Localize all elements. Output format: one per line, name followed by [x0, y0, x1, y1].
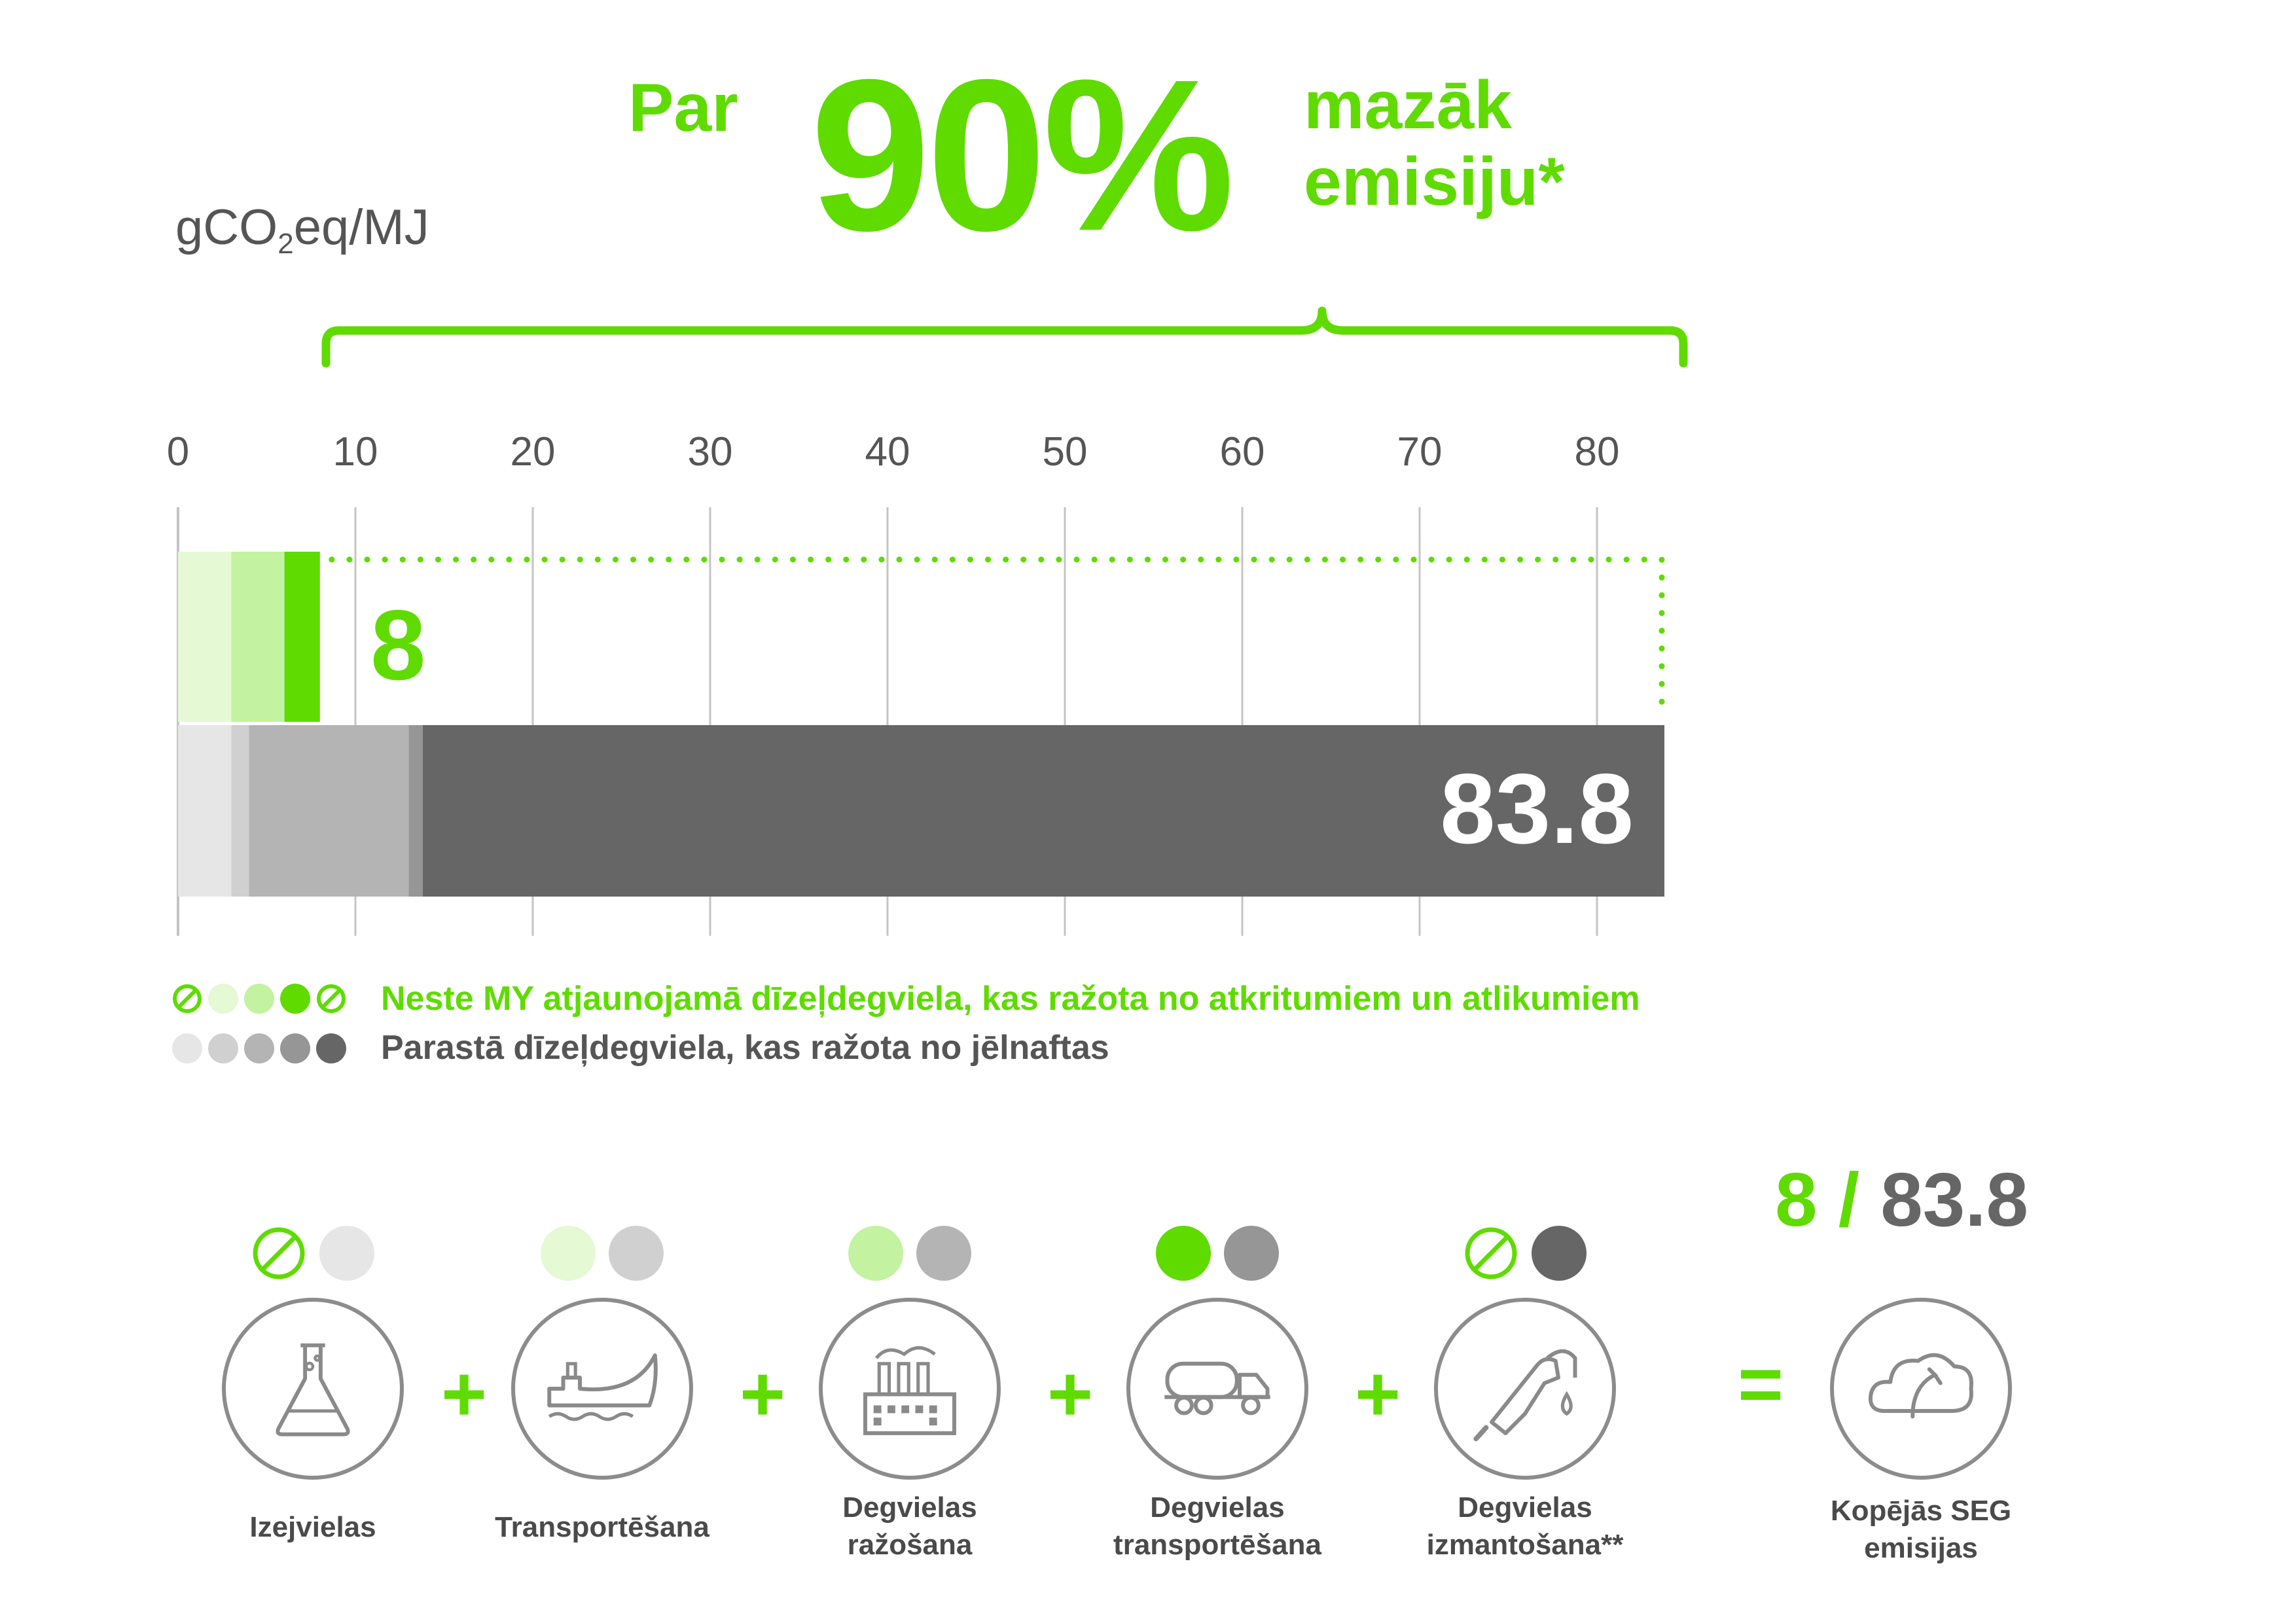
ratio-green: 8 [1775, 1157, 1818, 1242]
bar-segment [231, 552, 285, 722]
green-total-label: 8 [370, 590, 426, 701]
not-applicable-icon [253, 1227, 305, 1279]
process-icons [222, 1226, 2012, 1480]
flask-icon [222, 1298, 404, 1480]
bar-segment [284, 552, 320, 722]
comparison-dotted-guide [329, 556, 1665, 722]
x-tick-label: 20 [510, 429, 556, 474]
x-tick-label: 40 [865, 429, 910, 474]
stage-gray-dot [319, 1226, 374, 1281]
stage-gray-dot [916, 1226, 971, 1281]
plus-operator: + [1047, 1350, 1094, 1438]
reduction-brace [321, 306, 1688, 368]
headline-suffix-2: emisiju* [1304, 144, 1565, 220]
plus-operator: + [739, 1350, 786, 1438]
stage-label: Izejvielas [249, 1511, 376, 1543]
legend-dot [316, 1033, 346, 1063]
bar-segment [408, 725, 423, 897]
ship-icon [511, 1298, 693, 1480]
x-tick-label: 50 [1042, 429, 1088, 474]
x-tick-label: 80 [1574, 429, 1620, 474]
x-tick-label: 0 [166, 429, 190, 474]
gray-total-label: 83.8 [1440, 753, 1634, 865]
not-applicable-icon [1465, 1227, 1517, 1279]
not-applicable-icon [173, 984, 202, 1013]
x-tick-label: 60 [1219, 429, 1265, 474]
headline-suffix-1: mazāk [1304, 67, 1512, 143]
result-ratio: 8 / 83.8 [1775, 1162, 2028, 1238]
cloud-icon [1830, 1298, 2012, 1480]
unit-main: gCO [175, 200, 278, 255]
bar-segment [231, 725, 249, 897]
x-tick-label: 10 [332, 429, 378, 474]
legend-dots [172, 984, 346, 1063]
emissions-bar-chart [177, 507, 1665, 936]
unit-sub: 2 [278, 228, 294, 260]
equals-operator: = [1737, 1340, 1784, 1428]
process-row [222, 1226, 2012, 1480]
stage-gray-dot [1532, 1226, 1587, 1281]
not-applicable-icon [317, 984, 346, 1013]
plus-operator: + [440, 1350, 488, 1438]
bar-segment [178, 725, 232, 897]
stage-green-dot [1156, 1226, 1211, 1281]
legend-dot [208, 984, 238, 1014]
legend-dot [280, 1033, 310, 1063]
legend-dot [172, 1033, 202, 1063]
ratio-separator: / [1838, 1157, 1859, 1242]
stage-gray-dot [1224, 1226, 1279, 1281]
stage-label: Degvielas transportēšana [1113, 1491, 1321, 1561]
plus-operator: + [1354, 1350, 1401, 1438]
stacked-bars [178, 552, 1664, 897]
stage-green-dot [541, 1226, 596, 1281]
fuel-nozzle-icon [1434, 1298, 1616, 1480]
stage-label: Transportēšana [495, 1511, 709, 1543]
bar-segment [178, 552, 232, 722]
tanker-truck-icon [1126, 1298, 1308, 1480]
headline-prefix: Par [628, 70, 738, 146]
stage-label: Degvielas ražošana [842, 1491, 977, 1561]
x-tick-label: 70 [1397, 429, 1443, 474]
legend-gray-label: Parastā dīzeļdegviela, kas ražota no jēl… [381, 1029, 1109, 1067]
unit-rest: eq/MJ [293, 200, 429, 255]
legend-dot [208, 1033, 238, 1063]
headline-percent: 90% [810, 34, 1234, 276]
unit-label: gCO2eq/MJ [175, 203, 429, 259]
x-tick-label: 30 [687, 429, 733, 474]
legend-green-label: Neste MY atjaunojamā dīzeļdegviela, kas … [381, 980, 1640, 1018]
legend-dot [244, 1033, 274, 1063]
factory-icon [819, 1298, 1001, 1480]
result-label: Kopējās SEG emisijas [1830, 1495, 2012, 1565]
legend-dot [244, 984, 274, 1014]
bar-segment [249, 725, 409, 897]
ratio-gray: 83.8 [1880, 1157, 2028, 1242]
legend-dot [280, 984, 310, 1014]
stage-green-dot [848, 1226, 903, 1281]
stage-gray-dot [609, 1226, 664, 1281]
bar-segment [422, 725, 1664, 897]
stage-label: Degvielas izmantošana** [1426, 1491, 1624, 1561]
